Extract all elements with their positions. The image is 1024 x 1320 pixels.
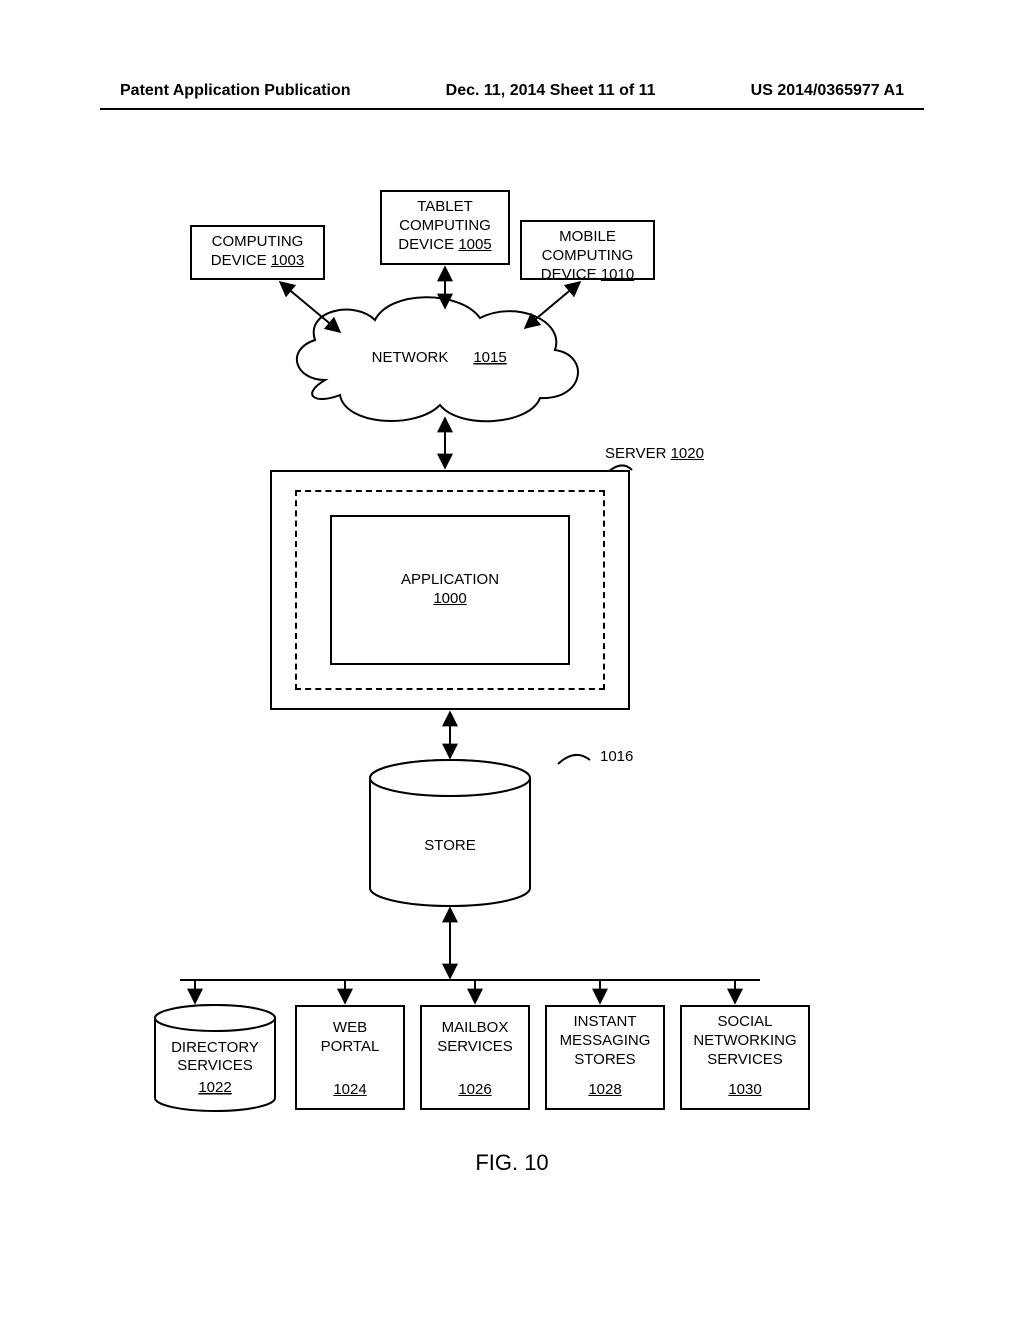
svc0-line1: SERVICES bbox=[177, 1057, 253, 1074]
svc1-line0: WEB bbox=[333, 1019, 367, 1036]
figure-label: FIG. 10 bbox=[120, 1150, 904, 1176]
mobile-line0: MOBILE bbox=[559, 228, 616, 245]
server-label-text: SERVER bbox=[605, 445, 666, 462]
svc0-line0: DIRECTORY bbox=[171, 1039, 259, 1056]
tablet-line1: COMPUTING bbox=[399, 217, 491, 234]
store-ref-hook bbox=[558, 755, 590, 764]
application-label: APPLICATION bbox=[401, 571, 499, 590]
svc1-ref: 1024 bbox=[333, 1081, 366, 1100]
tablet-line0: TABLET bbox=[417, 198, 473, 215]
application-box: APPLICATION 1000 bbox=[330, 515, 570, 665]
network-ref: 1015 bbox=[473, 349, 506, 366]
edge-computing-to-network bbox=[280, 282, 340, 332]
page-header: Patent Application Publication Dec. 11, … bbox=[0, 82, 1024, 100]
svc4-line2: SERVICES bbox=[707, 1051, 783, 1068]
svc3-ref: 1028 bbox=[588, 1081, 621, 1100]
server-ref: 1020 bbox=[671, 445, 704, 462]
computing-device-box: COMPUTING DEVICE 1003 bbox=[190, 225, 325, 280]
tablet-box: TABLET COMPUTING DEVICE 1005 bbox=[380, 190, 510, 265]
svc4-ref: 1030 bbox=[728, 1081, 761, 1100]
mobile-line2: DEVICE bbox=[541, 266, 597, 283]
svc4-line1: NETWORKING bbox=[693, 1032, 796, 1049]
service-instant-messaging: INSTANT MESSAGING STORES 1028 bbox=[545, 1005, 665, 1110]
network-label: NETWORK bbox=[372, 349, 449, 366]
service-web-portal: WEB PORTAL 1024 bbox=[295, 1005, 405, 1110]
network-cloud: NETWORK 1015 bbox=[297, 297, 578, 421]
header-rule bbox=[100, 108, 924, 110]
computing-device-line1: DEVICE bbox=[211, 252, 267, 269]
store-label: STORE bbox=[424, 837, 475, 854]
header-right: US 2014/0365977 A1 bbox=[751, 82, 904, 100]
header-center: Dec. 11, 2014 Sheet 11 of 11 bbox=[446, 82, 656, 100]
svc3-line2: STORES bbox=[574, 1051, 635, 1068]
header-left: Patent Application Publication bbox=[120, 82, 351, 100]
tablet-line2: DEVICE bbox=[398, 236, 454, 253]
store-ref-label: 1016 bbox=[600, 748, 633, 765]
computing-device-line0: COMPUTING bbox=[212, 233, 304, 250]
computing-device-ref: 1003 bbox=[271, 252, 304, 269]
mobile-line1: COMPUTING bbox=[542, 247, 634, 264]
svc2-line0: MAILBOX bbox=[442, 1019, 509, 1036]
server-label: SERVER 1020 bbox=[605, 445, 704, 462]
service-social-networking: SOCIAL NETWORKING SERVICES 1030 bbox=[680, 1005, 810, 1110]
service-mailbox: MAILBOX SERVICES 1026 bbox=[420, 1005, 530, 1110]
tablet-ref: 1005 bbox=[458, 236, 491, 253]
edge-mobile-to-network bbox=[525, 282, 580, 328]
service-directory-cylinder: DIRECTORY SERVICES 1022 bbox=[155, 1005, 275, 1111]
diagram-stage: NETWORK 1015 STORE bbox=[120, 150, 904, 1170]
svc4-line0: SOCIAL bbox=[717, 1013, 772, 1030]
svc3-line1: MESSAGING bbox=[560, 1032, 651, 1049]
mobile-box: MOBILE COMPUTING DEVICE 1010 bbox=[520, 220, 655, 280]
svc0-ref: 1022 bbox=[198, 1079, 231, 1096]
mobile-ref: 1010 bbox=[601, 266, 634, 283]
svc2-line1: SERVICES bbox=[437, 1038, 513, 1055]
store-ref: 1016 bbox=[600, 748, 633, 765]
page-container: Patent Application Publication Dec. 11, … bbox=[0, 0, 1024, 1320]
store-cylinder: STORE bbox=[370, 760, 530, 906]
svc2-ref: 1026 bbox=[458, 1081, 491, 1100]
svc3-line0: INSTANT bbox=[573, 1013, 636, 1030]
application-ref: 1000 bbox=[433, 590, 466, 609]
svc1-line1: PORTAL bbox=[321, 1038, 380, 1055]
